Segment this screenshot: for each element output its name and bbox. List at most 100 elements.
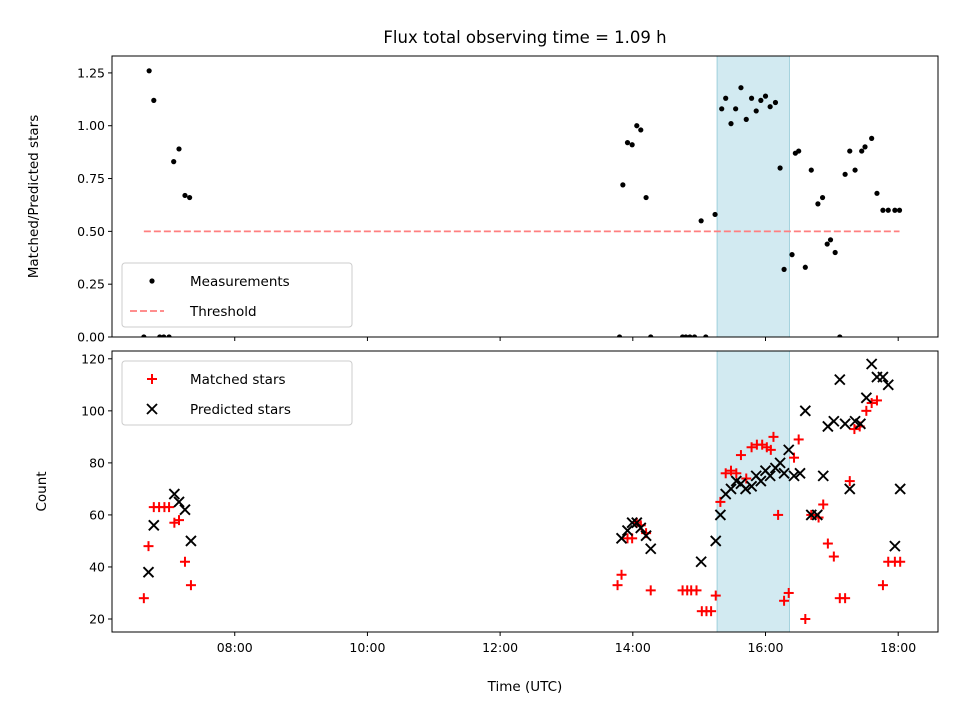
series-measurements-point bbox=[683, 334, 689, 337]
series-predicted-stars-point bbox=[615, 532, 628, 545]
series-predicted-stars-point bbox=[695, 556, 707, 568]
series-measurements-point bbox=[852, 167, 858, 173]
series-measurements-point bbox=[634, 123, 640, 129]
series-predicted-stars-point bbox=[626, 517, 638, 529]
y-tick-label: 1.25 bbox=[77, 65, 105, 80]
series-matched-stars-point bbox=[822, 538, 833, 549]
y-axis-label: Count bbox=[34, 471, 50, 511]
series-measurements-point bbox=[772, 99, 779, 106]
series-measurements-point bbox=[743, 116, 749, 122]
series-matched-stars-point bbox=[895, 556, 906, 567]
series-matched-stars-point bbox=[731, 468, 742, 479]
legend-handle bbox=[149, 278, 155, 284]
legend-entry-predicted-stars: Predicted stars bbox=[146, 402, 291, 418]
series-measurements-point bbox=[869, 135, 875, 141]
y-tick-label: 60 bbox=[89, 507, 105, 522]
plot-area bbox=[141, 68, 903, 337]
series-predicted-stars-point bbox=[168, 488, 181, 500]
series-measurements-point bbox=[748, 95, 755, 101]
legend-label: Threshold bbox=[189, 304, 257, 320]
series-measurements-point bbox=[753, 108, 759, 114]
series-measurements-point bbox=[703, 334, 709, 337]
x-tick-label: 18:00 bbox=[880, 640, 916, 655]
series-matched-stars-point bbox=[779, 595, 790, 606]
series-measurements-point bbox=[819, 194, 826, 201]
legend-box bbox=[121, 360, 353, 426]
legend-entry-threshold: Threshold bbox=[130, 304, 257, 320]
x-axis-label: Time (UTC) bbox=[487, 679, 563, 695]
series-measurements-point bbox=[859, 148, 865, 154]
series-predicted-stars-point bbox=[173, 496, 185, 508]
series-predicted-stars-point bbox=[889, 540, 901, 552]
series-measurements-point bbox=[691, 334, 698, 337]
series-predicted-stars-point bbox=[755, 475, 767, 487]
series-measurements-point bbox=[808, 167, 814, 173]
y-tick-label: 40 bbox=[89, 559, 105, 574]
series-measurements-point bbox=[880, 207, 886, 213]
series-measurements-point bbox=[719, 106, 725, 112]
series-measurements-point bbox=[827, 237, 834, 243]
series-matched-stars-point bbox=[849, 424, 860, 435]
series-matched-stars-point bbox=[877, 580, 888, 591]
series-matched-stars-point bbox=[844, 476, 855, 487]
y-tick-label: 20 bbox=[89, 611, 105, 626]
legend-label: Predicted stars bbox=[190, 402, 291, 418]
legend-handle bbox=[147, 374, 157, 384]
series-measurements-point bbox=[648, 334, 654, 337]
series-matched-stars-point bbox=[691, 585, 702, 596]
series-matched-stars-point bbox=[735, 450, 746, 461]
series-predicted-stars-point bbox=[817, 470, 829, 482]
series-measurements-point bbox=[146, 68, 152, 74]
y-tick-label: 0.75 bbox=[77, 171, 105, 186]
series-measurements-point bbox=[629, 142, 635, 148]
series-measurements-point bbox=[624, 140, 631, 146]
series-predicted-stars-point bbox=[877, 371, 889, 383]
series-predicted-stars-point bbox=[764, 470, 776, 482]
series-measurements-point bbox=[767, 104, 773, 110]
series-matched-stars-point bbox=[765, 444, 776, 455]
series-measurements-point bbox=[777, 165, 783, 171]
series-measurements-point bbox=[896, 207, 903, 213]
series-predicted-stars-point bbox=[635, 522, 647, 534]
y-tick-label: 80 bbox=[89, 455, 105, 470]
series-matched-stars-point bbox=[138, 593, 149, 604]
series-predicted-stars-point bbox=[844, 483, 856, 495]
y-tick-label: 100 bbox=[81, 403, 105, 418]
series-measurements-point bbox=[616, 334, 623, 337]
x-tick-label: 12:00 bbox=[482, 640, 518, 655]
series-measurements-point bbox=[176, 146, 182, 152]
series-measurements-point bbox=[796, 148, 802, 154]
series-matched-stars-point bbox=[706, 606, 717, 617]
series-measurements-point bbox=[712, 211, 718, 218]
series-measurements-point bbox=[837, 334, 843, 337]
y-tick-label: 120 bbox=[81, 351, 105, 366]
series-predicted-stars-point bbox=[788, 470, 800, 482]
series-measurements-point bbox=[842, 171, 848, 177]
legend: Matched stars Predicted stars bbox=[121, 360, 353, 426]
series-predicted-stars-point bbox=[828, 415, 840, 427]
series-matched-stars-point bbox=[840, 593, 851, 604]
series-matched-stars-point bbox=[174, 515, 185, 526]
x-tick-label: 10:00 bbox=[349, 640, 385, 655]
series-predicted-stars-point bbox=[621, 524, 634, 537]
series-predicted-stars-point bbox=[640, 530, 652, 542]
y-axis-label: Matched/Predicted stars bbox=[26, 115, 42, 278]
series-measurements-point bbox=[874, 190, 880, 196]
legend-entry-matched-stars: Matched stars bbox=[147, 372, 286, 388]
chart-title: Flux total observing time = 1.09 h bbox=[383, 28, 666, 47]
series-measurements-point bbox=[802, 264, 808, 270]
series-measurements-point bbox=[832, 249, 838, 256]
series-predicted-stars-point bbox=[894, 483, 906, 495]
series-matched-stars-point bbox=[616, 569, 627, 580]
series-predicted-stars-point bbox=[645, 543, 657, 555]
legend-label: Measurements bbox=[190, 274, 290, 290]
x-tick-label: 14:00 bbox=[615, 640, 651, 655]
series-predicted-stars-point bbox=[865, 358, 878, 370]
series-matched-stars-point bbox=[746, 442, 757, 453]
y-tick-label: 1.00 bbox=[77, 118, 105, 133]
series-predicted-stars-point bbox=[710, 535, 722, 547]
series-matched-stars-point bbox=[783, 587, 794, 598]
series-predicted-stars-point bbox=[860, 392, 873, 404]
y-tick-label: 0.25 bbox=[77, 277, 105, 292]
